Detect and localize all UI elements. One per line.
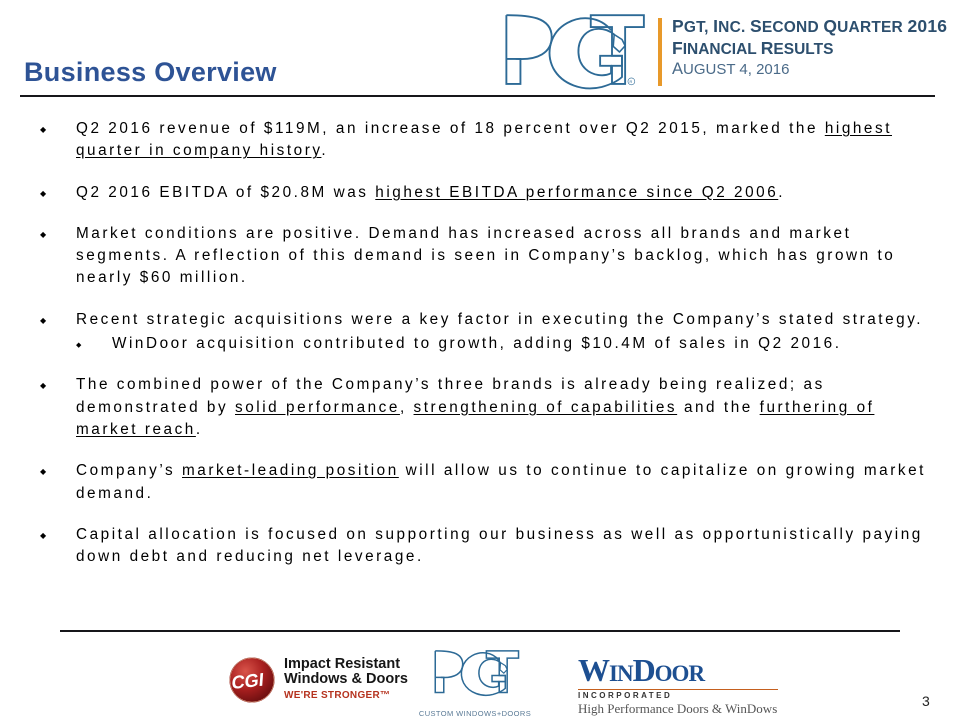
svg-text:R: R	[630, 80, 633, 84]
svg-text:CGI: CGI	[231, 668, 265, 692]
